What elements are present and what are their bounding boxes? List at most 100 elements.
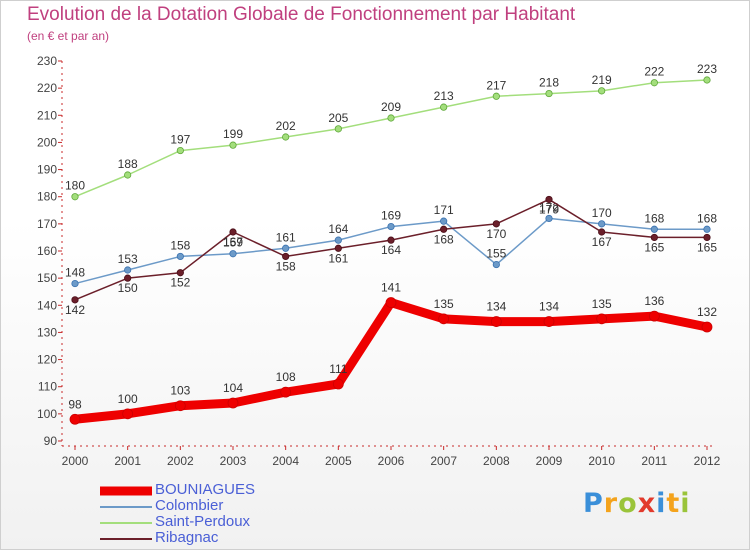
x-tick-label-2010: 2010 xyxy=(588,454,615,468)
data-label-ribagnac-2008: 170 xyxy=(486,227,506,241)
x-tick-label-2007: 2007 xyxy=(430,454,457,468)
data-label-bouniagues-2007: 135 xyxy=(434,297,454,311)
point-bouniagues-2008 xyxy=(490,316,502,327)
point-ribagnac-2003 xyxy=(229,228,237,236)
data-label-ribagnac-2007: 168 xyxy=(434,232,454,246)
chart-title: Evolution de la Dotation Globale de Fonc… xyxy=(27,4,576,25)
data-label-bouniagues-2009: 134 xyxy=(539,300,559,314)
data-label-bouniagues-2004: 108 xyxy=(276,370,296,384)
point-colombier-2006 xyxy=(387,222,395,231)
y-tick-label-100: 100 xyxy=(37,407,57,421)
data-label-bouniagues-2006: 141 xyxy=(381,281,401,295)
point-bouniagues-2007 xyxy=(438,313,450,325)
logo-letter-1: r xyxy=(603,488,619,519)
y-tick-label-190: 190 xyxy=(37,163,57,177)
point-bouniagues-2005 xyxy=(332,378,344,390)
chart-subtitle: (en € et par an) xyxy=(27,29,110,43)
y-tick-label-200: 200 xyxy=(37,135,57,149)
point-bouniagues-2002 xyxy=(174,400,186,412)
point-ribagnac-2009 xyxy=(545,195,553,204)
point-ribagnac-2004 xyxy=(282,252,290,261)
point-colombier-2005 xyxy=(334,236,342,244)
legend-label-bouniagues: BOUNIAGUES xyxy=(155,481,256,498)
data-label-colombier-2011: 168 xyxy=(644,211,664,225)
point-ribagnac-2012 xyxy=(703,233,711,242)
point-ribagnac-2002 xyxy=(176,269,184,277)
point-ribagnac-2007 xyxy=(440,225,448,233)
data-label-colombier-2001: 153 xyxy=(118,252,138,266)
point-saint-perdoux-2002 xyxy=(176,146,184,155)
y-tick-label-130: 130 xyxy=(37,325,57,339)
data-label-colombier-2006: 169 xyxy=(381,209,401,223)
point-colombier-2004 xyxy=(282,244,290,252)
data-label-ribagnac-2006: 164 xyxy=(381,243,401,257)
data-label-colombier-2012: 168 xyxy=(697,211,717,225)
data-label-colombier-2009: 172 xyxy=(539,200,559,214)
data-label-saint-perdoux-2011: 222 xyxy=(644,65,664,79)
data-label-saint-perdoux-2010: 219 xyxy=(592,73,612,87)
point-saint-perdoux-2000 xyxy=(71,193,79,201)
data-label-saint-perdoux-2006: 209 xyxy=(381,100,401,114)
x-tick-label-2003: 2003 xyxy=(220,454,247,468)
y-tick-label-210: 210 xyxy=(37,108,57,122)
data-label-ribagnac-2003: 167 xyxy=(223,235,243,249)
data-label-saint-perdoux-2001: 188 xyxy=(118,157,138,171)
point-bouniagues-2011 xyxy=(648,310,660,322)
point-ribagnac-2011 xyxy=(650,233,658,242)
data-label-saint-perdoux-2009: 218 xyxy=(539,76,559,90)
point-colombier-2008 xyxy=(492,260,500,269)
proxiti-logo: Proxiti xyxy=(583,488,691,519)
data-label-bouniagues-2003: 104 xyxy=(223,381,243,395)
x-tick-label-2008: 2008 xyxy=(483,454,510,468)
point-saint-perdoux-2001 xyxy=(124,171,132,179)
x-tick-label-2006: 2006 xyxy=(378,454,405,468)
data-label-bouniagues-2005: 111 xyxy=(329,362,348,376)
point-colombier-2010 xyxy=(598,220,606,228)
point-saint-perdoux-2006 xyxy=(387,114,395,122)
y-tick-label-180: 180 xyxy=(37,190,57,204)
point-bouniagues-2012 xyxy=(701,321,713,333)
data-label-ribagnac-2001: 150 xyxy=(118,281,138,295)
series-line-bouniagues xyxy=(70,298,712,424)
point-colombier-2001 xyxy=(124,266,132,274)
point-colombier-2000 xyxy=(71,279,79,288)
point-colombier-2012 xyxy=(703,225,711,233)
y-tick-label-170: 170 xyxy=(37,217,57,231)
x-tick-label-2004: 2004 xyxy=(272,454,299,468)
point-bouniagues-2001 xyxy=(122,408,134,420)
point-bouniagues-2009 xyxy=(543,316,555,327)
data-label-colombier-2003: 159 xyxy=(223,236,243,250)
x-tick-label-2005: 2005 xyxy=(325,454,352,468)
point-ribagnac-2001 xyxy=(124,274,132,282)
point-bouniagues-2004 xyxy=(280,386,292,398)
data-label-bouniagues-2008: 134 xyxy=(486,300,506,314)
x-tick-label-2009: 2009 xyxy=(536,454,563,468)
y-tick-label-160: 160 xyxy=(37,244,57,258)
point-ribagnac-2000 xyxy=(71,296,79,304)
x-tick-label-2011: 2011 xyxy=(641,454,667,468)
point-saint-perdoux-2003 xyxy=(229,141,237,149)
data-label-colombier-2010: 170 xyxy=(592,206,612,220)
data-label-ribagnac-2010: 167 xyxy=(592,235,612,249)
logo-letter-6: i xyxy=(680,488,691,519)
point-bouniagues-2006 xyxy=(385,297,397,308)
data-label-saint-perdoux-2007: 213 xyxy=(434,89,454,103)
data-label-colombier-2000: 148 xyxy=(65,266,85,280)
data-label-ribagnac-2000: 142 xyxy=(65,303,85,317)
point-ribagnac-2008 xyxy=(492,220,500,228)
point-saint-perdoux-2009 xyxy=(545,89,553,98)
point-saint-perdoux-2012 xyxy=(703,76,711,84)
legend-swatch-colombier xyxy=(100,499,152,515)
data-label-bouniagues-2002: 103 xyxy=(170,384,190,398)
point-bouniagues-2003 xyxy=(227,397,239,409)
data-label-saint-perdoux-2005: 205 xyxy=(328,111,348,125)
data-label-bouniagues-2012: 132 xyxy=(697,305,717,319)
point-saint-perdoux-2011 xyxy=(650,79,658,87)
y-tick-label-140: 140 xyxy=(37,298,57,312)
y-tick-label-230: 230 xyxy=(37,54,57,68)
data-label-saint-perdoux-2012: 223 xyxy=(697,62,717,76)
legend-swatch-saint-perdoux xyxy=(100,515,152,531)
legend-swatch-bouniagues xyxy=(100,483,152,499)
